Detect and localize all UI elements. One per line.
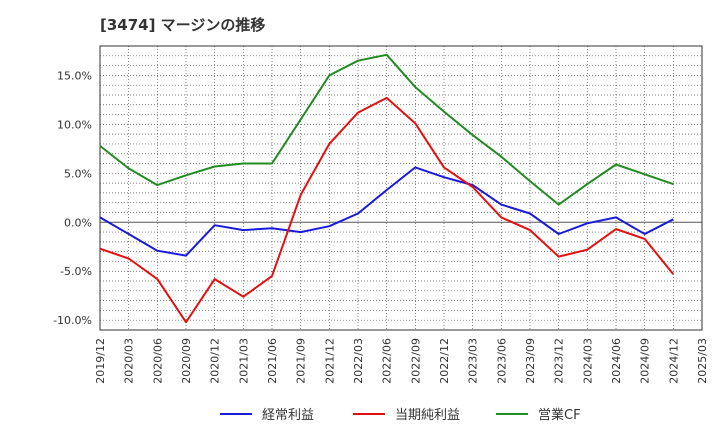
legend-swatch-1 [353,412,385,415]
x-tick-label: 2023/06 [495,338,508,384]
series-lines [99,53,675,324]
legend-item-2: 営業CF [496,404,581,423]
x-tick-label: 2022/12 [438,338,451,384]
x-tick-label: 2020/12 [209,338,222,384]
x-tick-label: 2023/12 [553,338,566,384]
x-tick-label: 2022/06 [381,338,394,384]
y-tick-labels: -10.0% -5.0% 0.0% 5.0% 10.0% 15.0% [53,69,92,327]
x-tick-label: 2020/06 [151,338,164,384]
legend-label-0: 経常利益 [262,408,315,423]
series-line-1 [99,96,675,324]
legend-item-0: 経常利益 [220,404,314,423]
y-tick-label: 15.0% [57,69,92,82]
plot-frame [99,45,703,331]
y-tick-label: 10.0% [57,118,92,131]
x-tick-label: 2020/03 [123,338,136,384]
legend-item-1: 当期純利益 [353,404,460,423]
series-line-0 [99,166,674,257]
y-tick-label: -5.0% [60,265,92,278]
legend-label-1: 当期純利益 [395,408,461,423]
legend-swatch-2 [496,412,528,415]
y-tick-label: 0.0% [64,216,92,229]
x-tick-label: 2020/09 [180,338,193,384]
legend-label-2: 営業CF [538,408,581,423]
chart-title: [3474] マージンの推移 [100,16,266,34]
gridlines [100,45,702,331]
x-tick-labels: 2019/12 2020/03 2020/06 2020/09 2020/12 2021/… [94,338,709,384]
legend: 経常利益 当期純利益 営業CF [0,404,720,428]
x-tick-label: 2022/09 [409,338,422,384]
axes [99,45,703,331]
plot-background [100,46,702,330]
y-tick-label: 5.0% [64,167,92,180]
x-tick-label: 2025/03 [696,338,709,384]
legend-swatch-0 [220,412,252,415]
x-tick-label: 2024/12 [667,338,680,384]
x-tick-label: 2023/09 [524,338,537,384]
x-tick-label: 2022/03 [352,338,365,384]
plot-area [100,46,702,330]
x-tick-label: 2024/09 [639,338,652,384]
x-tick-label: 2021/09 [295,338,308,384]
x-tick-label: 2021/06 [266,338,279,384]
x-tick-label: 2021/03 [237,338,250,384]
x-tick-label: 2024/03 [581,338,594,384]
x-tick-label: 2023/03 [467,338,480,384]
series-line-2 [99,53,674,206]
x-tick-label: 2019/12 [94,338,107,384]
x-tick-label: 2024/06 [610,338,623,384]
y-tick-label: -10.0% [53,314,92,327]
x-tick-label: 2021/12 [323,338,336,384]
